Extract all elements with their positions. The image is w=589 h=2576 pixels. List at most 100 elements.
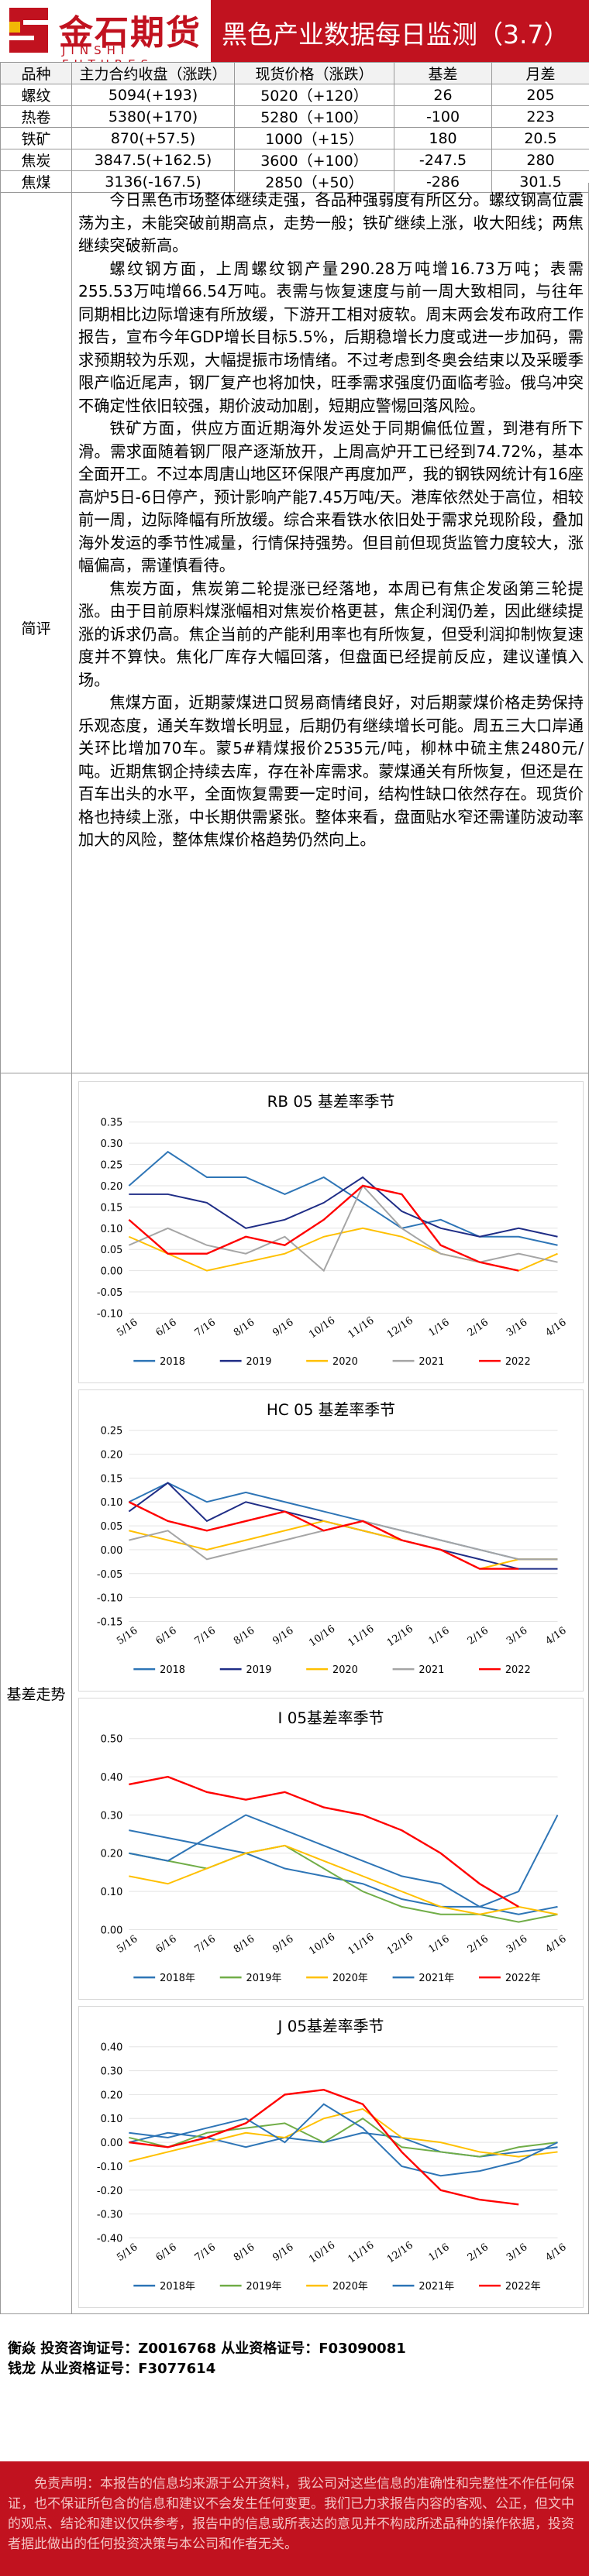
- analyst-line: 衡焱 投资咨询证号：Z0016768 从业资格证号：F03090081: [8, 2341, 406, 2357]
- series-line-2022: [128, 1501, 519, 1570]
- y-tick-label: -0.05: [97, 1569, 122, 1581]
- page-title: 黑色产业数据每日监测（3.7）: [222, 19, 570, 50]
- y-tick-label: -0.15: [97, 1616, 122, 1628]
- series-line-2020年: [129, 1844, 558, 1915]
- table-header-row: 品种 主力合约收盘（涨跌） 现货价格（涨跌） 基差 月差: [0, 62, 589, 84]
- legend-label: 2018: [160, 1356, 185, 1368]
- series-line-2018年: [129, 2131, 558, 2158]
- x-tick-label: 10/16: [307, 2240, 337, 2266]
- logo: 金石期货 JINSHI FUTURES: [0, 0, 211, 71]
- x-tick-label: 10/16: [307, 1932, 337, 1958]
- table-cell: -247.5: [394, 149, 492, 171]
- table-row: 铁矿 870(+57.5) 1000（+15） 180 20.5: [0, 127, 589, 149]
- y-tick-label: 0.00: [101, 1266, 123, 1278]
- y-tick-label: -0.10: [97, 1593, 122, 1605]
- table-row: 螺纹 5094(+193) 5020（+120） 26 205: [0, 84, 589, 106]
- y-tick-label: -0.40: [97, 2233, 122, 2245]
- y-tick-label: 0.35: [101, 1118, 123, 1129]
- table-cell: 301.5: [491, 170, 589, 193]
- legend-label: 2020年: [332, 2281, 368, 2293]
- table-cell: -286: [394, 170, 492, 193]
- chart-title: J 05基差率季节: [277, 2018, 384, 2035]
- table-cell: 3847.5(+162.5): [71, 149, 235, 171]
- table-cell: 870(+57.5): [71, 127, 235, 149]
- x-tick-label: 11/16: [346, 1932, 376, 1958]
- y-tick-label: 0.40: [101, 1772, 123, 1784]
- x-tick-label: 4/16: [543, 1317, 568, 1339]
- column-header: 基差: [394, 62, 492, 84]
- legend-label: 2019: [246, 1664, 272, 1676]
- x-tick-label: 7/16: [193, 1625, 218, 1647]
- x-tick-label: 3/16: [505, 2241, 529, 2264]
- y-tick-label: 0.05: [101, 1521, 123, 1533]
- quotes-table: 品种 主力合约收盘（涨跌） 现货价格（涨跌） 基差 月差 螺纹 5094(+19…: [0, 62, 589, 193]
- legend-label: 2022年: [505, 1973, 541, 1984]
- x-tick-label: 4/16: [543, 1933, 568, 1956]
- x-tick-label: 1/16: [426, 1625, 451, 1647]
- x-tick-label: 2/16: [466, 1625, 491, 1647]
- y-tick-label: -0.05: [97, 1287, 122, 1299]
- series-line-2020: [129, 1520, 558, 1570]
- y-tick-label: 0.20: [101, 2090, 123, 2101]
- legend-label: 2018年: [160, 1973, 195, 1984]
- y-tick-label: -0.20: [97, 2186, 122, 2197]
- x-tick-label: 6/16: [153, 1933, 178, 1956]
- chart-title: HC 05 基差率季节: [267, 1401, 395, 1419]
- y-tick-label: 0.15: [101, 1473, 123, 1485]
- y-tick-label: 0.10: [101, 1497, 123, 1509]
- x-tick-label: 6/16: [153, 1625, 178, 1647]
- series-line-2019: [129, 1176, 558, 1238]
- x-tick-label: 7/16: [193, 1317, 218, 1339]
- x-tick-label: 8/16: [232, 1625, 257, 1647]
- y-tick-label: 0.25: [101, 1426, 123, 1437]
- y-tick-label: 0.10: [101, 1887, 123, 1898]
- x-tick-label: 2/16: [466, 1933, 491, 1956]
- y-tick-label: -0.10: [97, 1308, 122, 1320]
- y-tick-label: -0.10: [97, 2162, 122, 2173]
- j05-basis-chart: J 05基差率季节 0.40 0.30 0.20 0.10 0.00 -0.10 -0.20 -…: [78, 2006, 584, 2308]
- legend-label: 2020年: [332, 1973, 368, 1984]
- x-tick-label: 12/16: [385, 1932, 415, 1958]
- series-line-2022: [128, 1184, 519, 1272]
- commentary-paragraph: 铁矿方面，供应方面近期海外发运处于同期偏低位置，到港有所下滑。需求面随着钢厂限产…: [78, 419, 584, 575]
- y-tick-label: 0.10: [101, 1224, 123, 1235]
- y-tick-label: 0.00: [101, 1545, 123, 1557]
- table-row: 焦炭 3847.5(+162.5) 3600（+100） -247.5 280: [0, 149, 589, 171]
- table-cell: 5280（+100）: [234, 105, 394, 128]
- x-tick-label: 6/16: [153, 2241, 178, 2264]
- y-tick-label: 0.50: [101, 1734, 123, 1746]
- x-tick-label: 3/16: [505, 1317, 529, 1339]
- hc05-basis-chart: HC 05 基差率季节 0.25 0.20 0.15 0.10 0.05 0.00 -0.05…: [78, 1389, 584, 1692]
- x-tick-label: 4/16: [543, 2241, 568, 2264]
- commentary-paragraph: 螺纹钢方面，上周螺纹钢产量290.28万吨增16.73万吨；表需255.53万吨…: [78, 259, 584, 415]
- x-tick-label: 1/16: [426, 1317, 451, 1339]
- x-tick-label: 2/16: [466, 2241, 491, 2264]
- legend-label: 2022: [505, 1356, 531, 1368]
- series-line-2021年: [129, 2103, 558, 2177]
- x-tick-label: 3/16: [505, 1933, 529, 1956]
- commentary-section: 简评 今日黑色市场整体继续走强，各品种强弱度有所区分。螺纹钢高位震荡为主，未能突…: [0, 183, 589, 1073]
- table-row: 焦煤 3136(-167.5) 2850（+50） -286 301.5: [0, 170, 589, 193]
- commentary-body: 今日黑色市场整体继续走强，各品种强弱度有所区分。螺纹钢高位震荡为主，未能突破前期…: [78, 189, 584, 852]
- contacts: 衡焱 投资咨询证号：Z0016768 从业资格证号：F03090081 钱龙 从…: [0, 2314, 589, 2461]
- series-line-2022年: [129, 2089, 519, 2206]
- legend-label: 2019年: [246, 1973, 282, 1984]
- table-cell: 3136(-167.5): [71, 170, 235, 193]
- table-row: 热卷 5380(+170) 5280（+100） -100 223: [0, 105, 589, 128]
- y-tick-label: 0.30: [101, 1810, 123, 1822]
- legend-label: 2019: [246, 1356, 272, 1368]
- table-cell: 180: [394, 127, 492, 149]
- table-cell: 焦煤: [0, 170, 72, 193]
- legend-label: 2022: [505, 1664, 531, 1676]
- series-line-2020年: [129, 2107, 558, 2162]
- x-tick-label: 9/16: [270, 1317, 295, 1339]
- table-cell: 223: [491, 105, 589, 128]
- x-tick-label: 8/16: [232, 2241, 257, 2264]
- x-tick-label: 7/16: [193, 1933, 218, 1956]
- table-cell: 3600（+100）: [234, 149, 394, 171]
- y-tick-label: 0.00: [101, 1925, 123, 1936]
- legend-label: 2022年: [505, 2281, 541, 2293]
- series-line-2021: [128, 1184, 558, 1273]
- table-cell: 26: [394, 84, 492, 106]
- y-tick-label: 0.40: [101, 2042, 123, 2054]
